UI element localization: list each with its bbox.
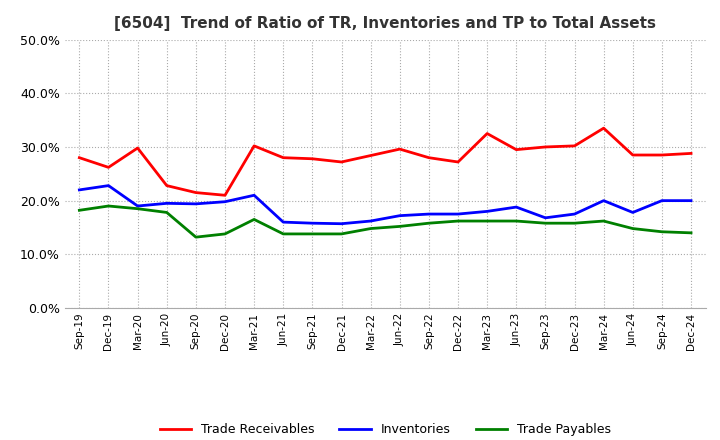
Trade Payables <box>483 218 492 224</box>
Title: [6504]  Trend of Ratio of TR, Inventories and TP to Total Assets: [6504] Trend of Ratio of TR, Inventories… <box>114 16 656 32</box>
Line: Trade Receivables: Trade Receivables <box>79 128 691 195</box>
Trade Payables <box>657 229 666 235</box>
Trade Payables <box>629 226 637 231</box>
Inventories <box>512 205 521 210</box>
Trade Payables <box>133 206 142 211</box>
Trade Payables <box>308 231 317 237</box>
Trade Receivables <box>104 165 113 170</box>
Trade Payables <box>570 220 579 226</box>
Inventories <box>687 198 696 203</box>
Trade Payables <box>512 218 521 224</box>
Trade Payables <box>687 230 696 235</box>
Trade Payables <box>541 220 550 226</box>
Trade Receivables <box>454 159 462 165</box>
Legend: Trade Receivables, Inventories, Trade Payables: Trade Receivables, Inventories, Trade Pa… <box>155 418 616 440</box>
Inventories <box>133 203 142 209</box>
Inventories <box>395 213 404 218</box>
Trade Receivables <box>220 193 229 198</box>
Trade Receivables <box>483 131 492 136</box>
Trade Receivables <box>425 155 433 160</box>
Trade Receivables <box>163 183 171 188</box>
Inventories <box>629 210 637 215</box>
Trade Receivables <box>629 152 637 158</box>
Trade Receivables <box>687 151 696 156</box>
Inventories <box>104 183 113 188</box>
Inventories <box>337 221 346 226</box>
Inventories <box>163 201 171 206</box>
Trade Receivables <box>337 159 346 165</box>
Trade Payables <box>220 231 229 237</box>
Trade Receivables <box>657 152 666 158</box>
Trade Payables <box>454 218 462 224</box>
Line: Inventories: Inventories <box>79 186 691 224</box>
Inventories <box>75 187 84 193</box>
Trade Receivables <box>395 147 404 152</box>
Inventories <box>454 211 462 216</box>
Inventories <box>308 220 317 226</box>
Inventories <box>599 198 608 203</box>
Inventories <box>192 201 200 206</box>
Trade Receivables <box>75 155 84 160</box>
Inventories <box>366 218 375 224</box>
Inventories <box>250 193 258 198</box>
Trade Receivables <box>570 143 579 149</box>
Trade Payables <box>279 231 287 237</box>
Inventories <box>279 220 287 225</box>
Trade Receivables <box>512 147 521 152</box>
Trade Payables <box>599 218 608 224</box>
Trade Receivables <box>192 190 200 195</box>
Trade Payables <box>75 208 84 213</box>
Trade Payables <box>366 226 375 231</box>
Trade Receivables <box>366 153 375 158</box>
Trade Payables <box>163 210 171 215</box>
Trade Receivables <box>250 143 258 149</box>
Trade Receivables <box>279 155 287 160</box>
Trade Receivables <box>308 156 317 161</box>
Trade Payables <box>395 224 404 229</box>
Inventories <box>425 211 433 216</box>
Trade Receivables <box>541 144 550 150</box>
Trade Payables <box>104 203 113 209</box>
Inventories <box>220 199 229 204</box>
Inventories <box>657 198 666 203</box>
Line: Trade Payables: Trade Payables <box>79 206 691 237</box>
Trade Payables <box>192 235 200 240</box>
Trade Receivables <box>133 145 142 150</box>
Trade Payables <box>337 231 346 237</box>
Inventories <box>541 215 550 220</box>
Trade Payables <box>250 217 258 222</box>
Inventories <box>570 211 579 216</box>
Trade Receivables <box>599 125 608 131</box>
Trade Payables <box>425 220 433 226</box>
Inventories <box>483 209 492 214</box>
